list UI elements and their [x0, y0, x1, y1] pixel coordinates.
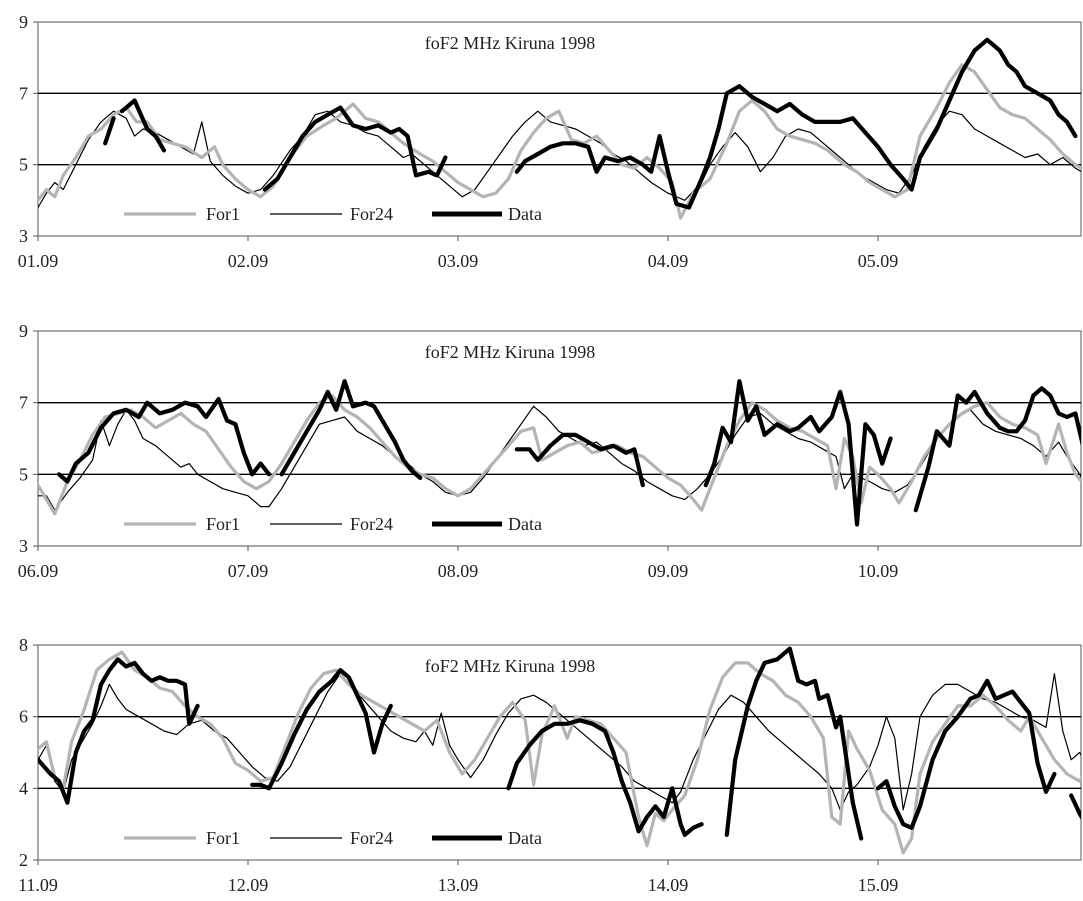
y-tick-label: 3	[19, 226, 28, 246]
x-tick-label: 15.09	[858, 875, 899, 895]
chart-panel-3: 2 4 6 8 11.09 12.09 13.09 14.09 15.09 foF2 MHz Ki…	[18, 635, 1082, 895]
y-tick-label: 9	[19, 321, 28, 341]
legend-label-data: Data	[508, 514, 542, 534]
series-for1-line	[38, 393, 1081, 516]
x-tick-label: 10.09	[858, 561, 899, 581]
x-tick-label: 12.09	[228, 875, 269, 895]
x-tick-label: 06.09	[18, 561, 59, 581]
y-tick-label: 9	[19, 12, 28, 32]
y-tick-label: 7	[19, 393, 28, 413]
legend-label-for24: For24	[350, 514, 393, 534]
chart-panel-1: 3 5 7 9 01.09 02.09 03.09 04.09 05.09 foF2 MHz Ki…	[18, 12, 1082, 271]
chart-title: foF2 MHz Kiruna 1998	[425, 656, 595, 676]
plot-frame	[37, 644, 1082, 861]
legend-label-for1: For1	[206, 204, 240, 224]
series-data-line	[38, 657, 200, 805]
series-data-line	[279, 379, 423, 480]
x-tick-label: 09.09	[648, 561, 689, 581]
legend-label-for1: For1	[206, 828, 240, 848]
x-tick-label: 08.09	[438, 561, 479, 581]
legend-label-for24: For24	[350, 204, 393, 224]
series-data-line	[262, 105, 448, 192]
series-data-line	[250, 667, 393, 791]
x-tick-label: 03.09	[438, 251, 479, 271]
plot-frame	[37, 21, 1082, 237]
x-tick-label: 05.09	[858, 251, 899, 271]
series-data-line	[724, 646, 864, 841]
series-data-line	[506, 718, 704, 838]
series-data-line	[119, 98, 167, 153]
series-data-line	[703, 379, 893, 527]
x-tick-label: 07.09	[228, 561, 269, 581]
series-data-line	[514, 37, 1078, 210]
series-for24-line	[38, 405, 1081, 511]
x-tick-label: 13.09	[438, 875, 479, 895]
y-tick-label: 4	[19, 778, 28, 798]
legend-label-data: Data	[508, 828, 542, 848]
legend-label-for1: For1	[206, 514, 240, 534]
chart-panel-2: 3 5 7 9 06.09 07.09 08.09 09.09 10.09 foF2 MHz Ki…	[18, 321, 1082, 581]
y-tick-label: 8	[19, 635, 28, 655]
series-for1-line	[38, 63, 1081, 220]
chart-title: foF2 MHz Kiruna 1998	[425, 33, 595, 53]
series-data-line	[514, 432, 645, 488]
y-tick-label: 6	[19, 707, 28, 727]
series-for1-line	[38, 650, 1081, 855]
y-tick-label: 5	[19, 464, 28, 484]
x-tick-label: 01.09	[18, 251, 59, 271]
x-tick-label: 04.09	[648, 251, 689, 271]
y-tick-label: 3	[19, 536, 28, 556]
x-tick-label: 14.09	[648, 875, 689, 895]
y-tick-label: 2	[19, 850, 28, 870]
series-data-line	[103, 116, 116, 146]
legend-label-for24: For24	[350, 828, 393, 848]
series-data-line	[1069, 793, 1081, 820]
chart-title: foF2 MHz Kiruna 1998	[425, 342, 595, 362]
series-data-line	[875, 678, 1057, 830]
series-for24-line	[38, 673, 1081, 811]
series-data-line	[56, 397, 272, 484]
x-tick-label: 02.09	[228, 251, 269, 271]
legend-label-data: Data	[508, 204, 542, 224]
y-tick-label: 7	[19, 83, 28, 103]
x-tick-label: 11.09	[18, 875, 58, 895]
series-data-line	[913, 386, 1081, 513]
y-tick-label: 5	[19, 155, 28, 175]
